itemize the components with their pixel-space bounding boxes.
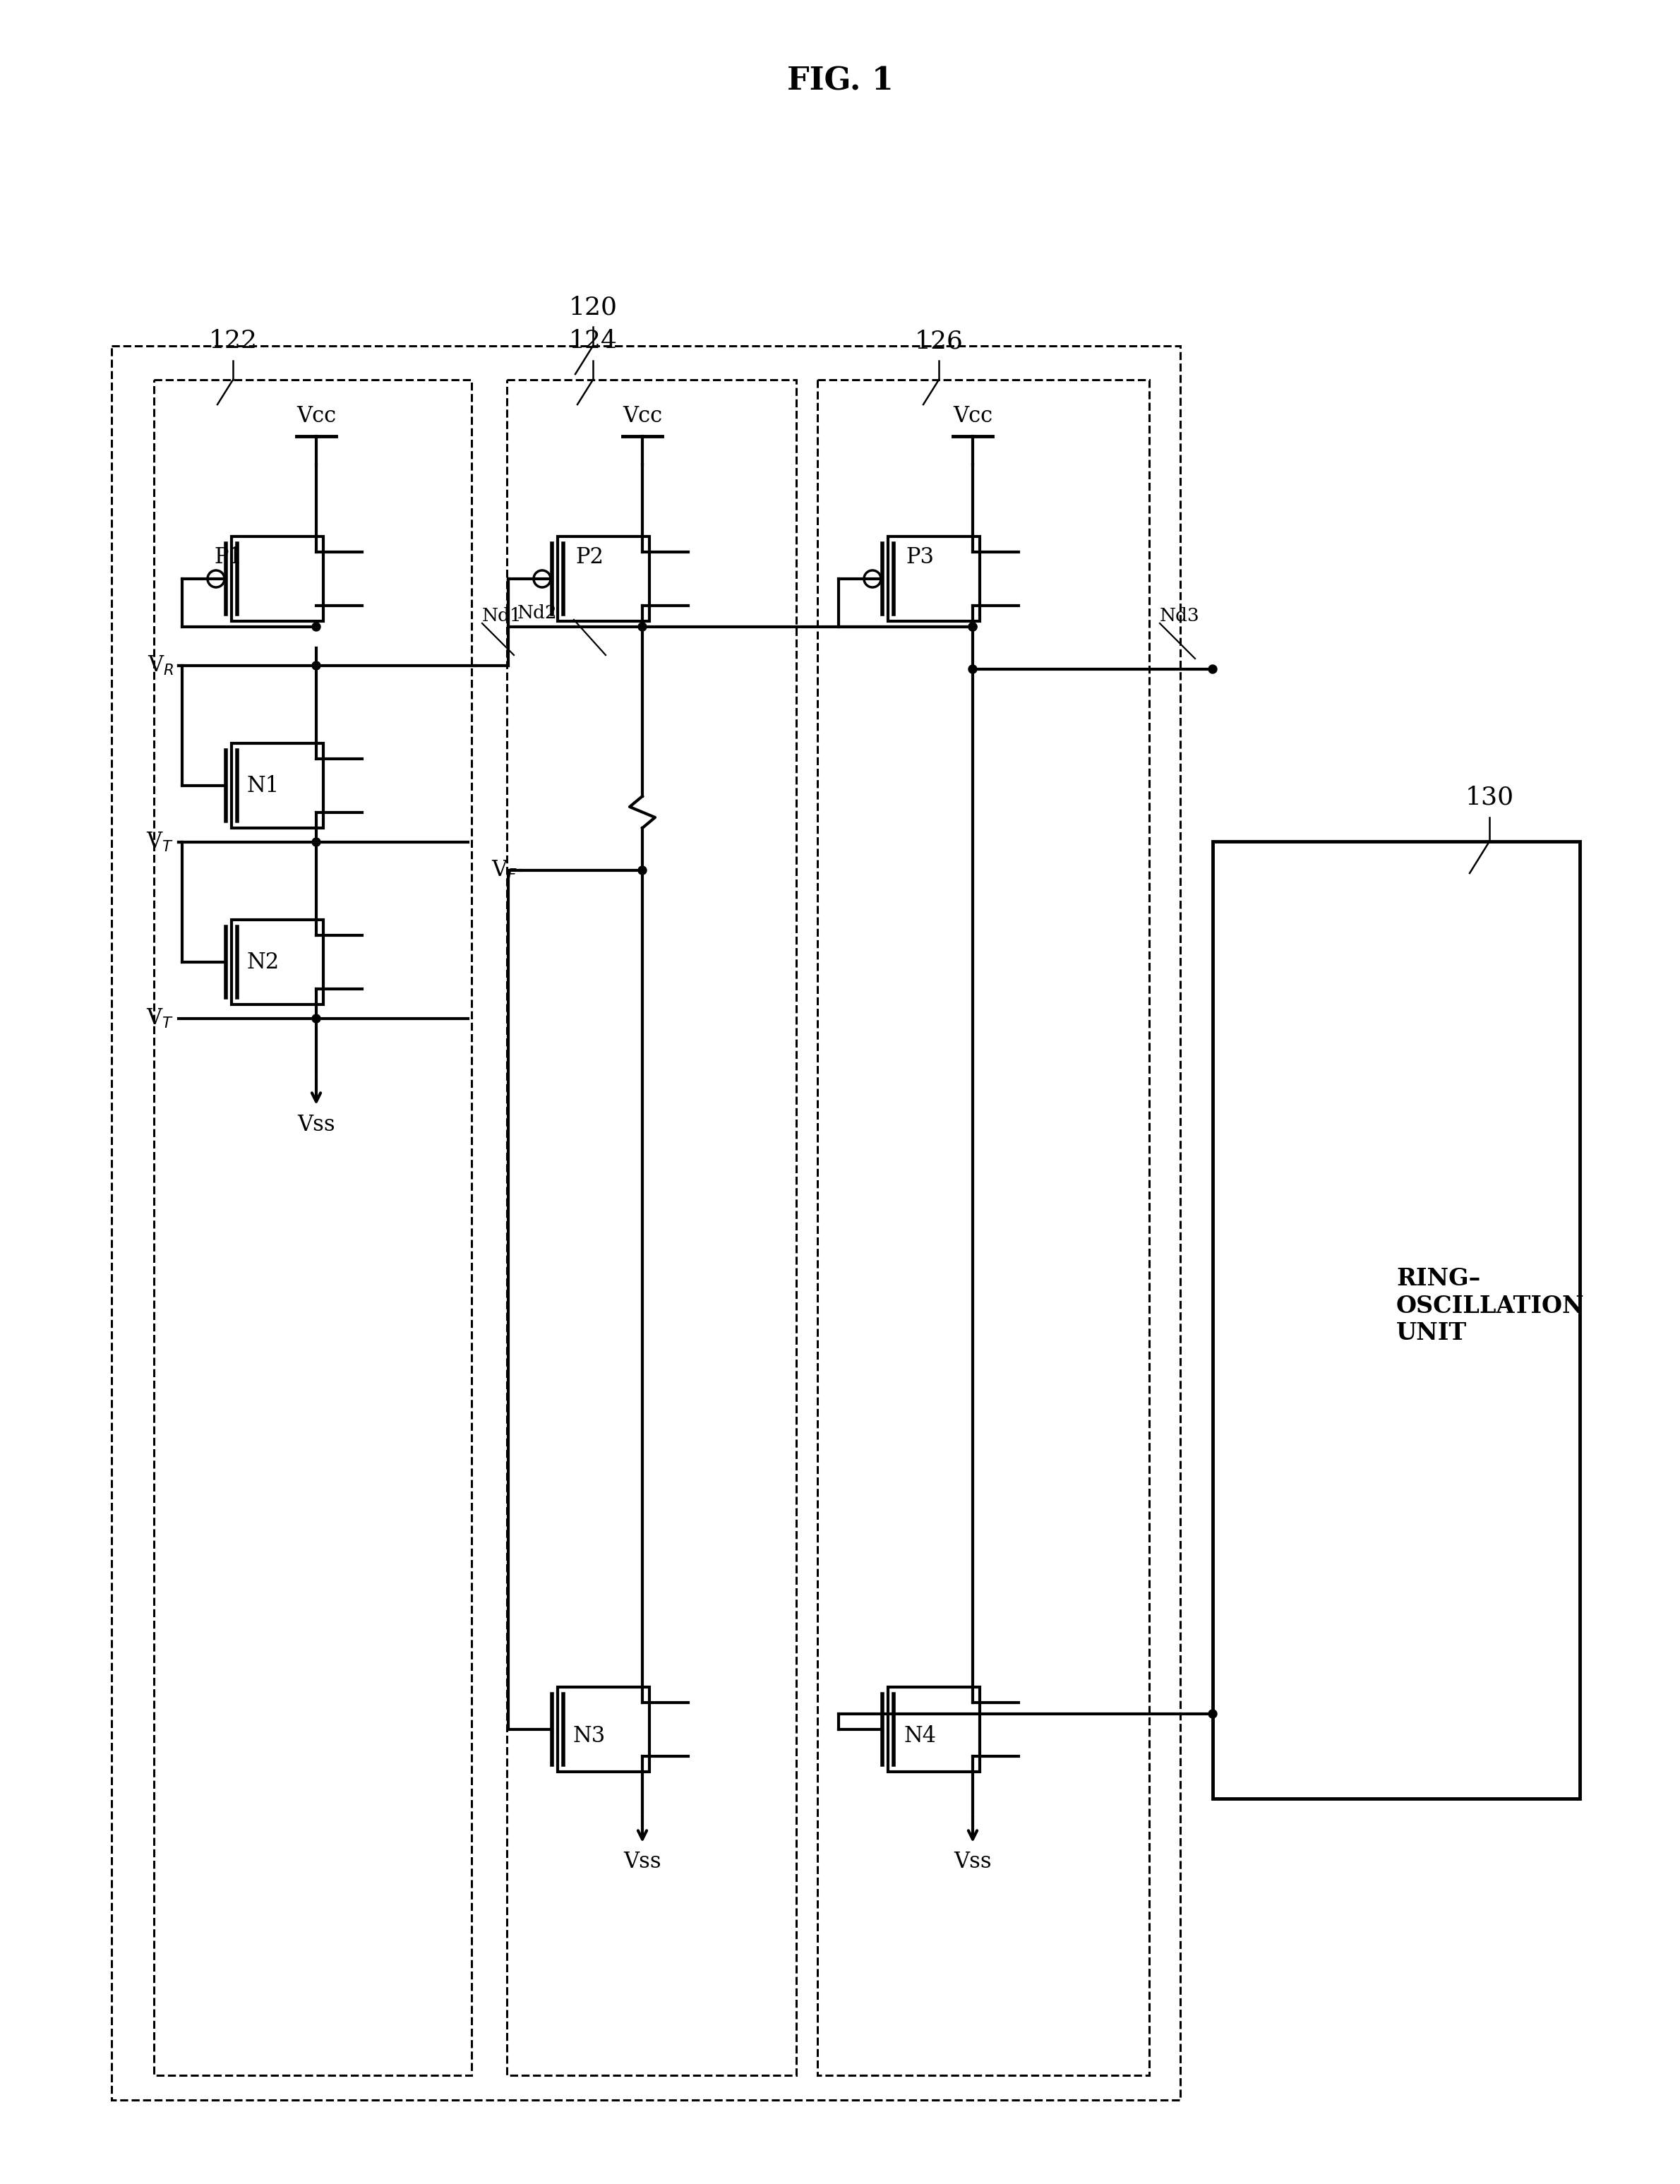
- Text: Vss: Vss: [954, 1852, 991, 1874]
- Circle shape: [312, 622, 321, 631]
- Bar: [558, 537, 650, 620]
- Text: P3: P3: [906, 546, 934, 568]
- Text: P2: P2: [575, 546, 603, 568]
- Text: N2: N2: [247, 952, 279, 974]
- Circle shape: [312, 662, 321, 670]
- Text: RING–
OSCILLATION
UNIT: RING– OSCILLATION UNIT: [1396, 1267, 1584, 1345]
- Text: V$_T$: V$_T$: [146, 1007, 173, 1031]
- Text: 122: 122: [208, 330, 257, 354]
- Circle shape: [312, 839, 321, 847]
- Text: Nd2: Nd2: [517, 605, 558, 622]
- Circle shape: [968, 622, 978, 631]
- Text: Vcc: Vcc: [623, 406, 662, 428]
- Text: V$_R$: V$_R$: [148, 655, 173, 677]
- Text: 126: 126: [914, 330, 963, 354]
- Text: Vss: Vss: [623, 1852, 662, 1874]
- Text: Nd3: Nd3: [1159, 607, 1200, 625]
- Bar: [232, 537, 323, 620]
- Circle shape: [638, 867, 647, 874]
- Text: N4: N4: [904, 1725, 936, 1747]
- Circle shape: [638, 622, 647, 631]
- Text: 130: 130: [1465, 786, 1514, 810]
- Bar: [1213, 841, 1579, 1800]
- Circle shape: [1208, 664, 1216, 673]
- Text: P1: P1: [213, 546, 242, 568]
- Text: FIG. 1: FIG. 1: [786, 66, 894, 96]
- Circle shape: [1208, 1710, 1216, 1719]
- Bar: [889, 537, 979, 620]
- Bar: [232, 919, 323, 1005]
- Text: 120: 120: [568, 295, 617, 319]
- Circle shape: [968, 664, 978, 673]
- Text: Vcc: Vcc: [953, 406, 993, 428]
- Text: Vss: Vss: [297, 1114, 336, 1136]
- Text: V$_T$: V$_T$: [146, 830, 173, 854]
- Text: 124: 124: [568, 330, 617, 354]
- Text: N1: N1: [247, 775, 279, 797]
- Bar: [889, 1686, 979, 1771]
- Text: Nd1: Nd1: [482, 607, 522, 625]
- Circle shape: [312, 1013, 321, 1022]
- Text: N3: N3: [573, 1725, 606, 1747]
- Circle shape: [968, 622, 978, 631]
- Bar: [558, 1686, 650, 1771]
- Text: Vcc: Vcc: [296, 406, 336, 428]
- Bar: [232, 743, 323, 828]
- Text: V$_F$: V$_F$: [491, 858, 517, 882]
